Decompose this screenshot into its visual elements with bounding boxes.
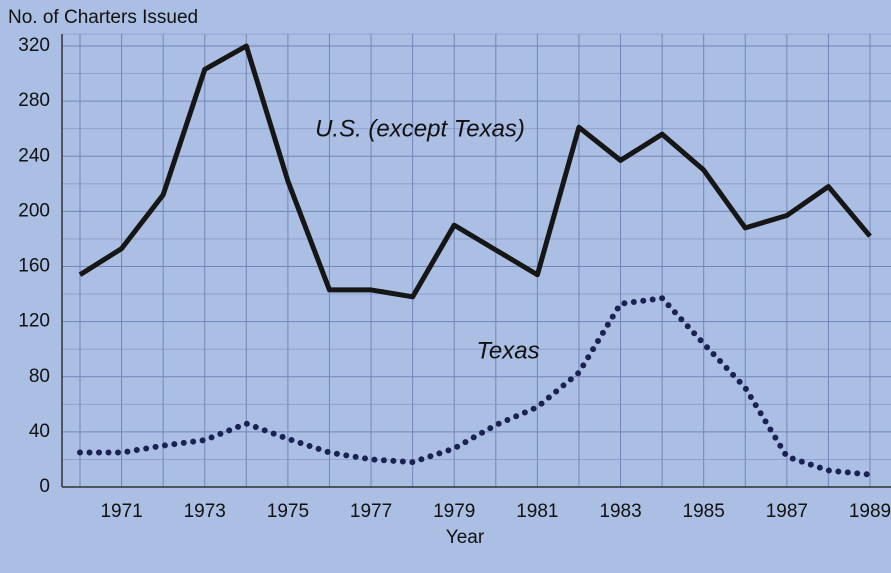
y-axis-title: No. of Charters Issued [8,7,198,28]
y-tick-label: 280 [18,90,50,111]
x-tick-label: 1983 [599,501,641,522]
x-tick-label: 1985 [683,501,725,522]
x-tick-label: 1979 [433,501,475,522]
y-tick-label: 200 [18,200,50,221]
x-tick-label: 1989 [849,501,891,522]
series-annotation: U.S. (except Texas) [315,115,525,142]
y-tick-label: 120 [18,311,50,332]
x-tick-label: 1973 [184,501,226,522]
y-tick-label: 240 [18,145,50,166]
series-annotation: Texas [476,337,539,364]
series-line [77,295,873,478]
y-tick-label: 40 [29,421,50,442]
x-axis-title: Year [446,527,485,548]
y-tick-label: 80 [29,366,50,387]
series-line [78,43,872,300]
x-tick-label: 1975 [267,501,309,522]
y-tick-label: 160 [18,256,50,277]
x-tick-label: 1971 [100,501,142,522]
x-tick-label: 1981 [516,501,558,522]
y-tick-label: 320 [18,35,50,56]
x-tick-label: 1987 [766,501,808,522]
y-tick-label: 0 [39,476,50,497]
x-tick-label: 1977 [350,501,392,522]
